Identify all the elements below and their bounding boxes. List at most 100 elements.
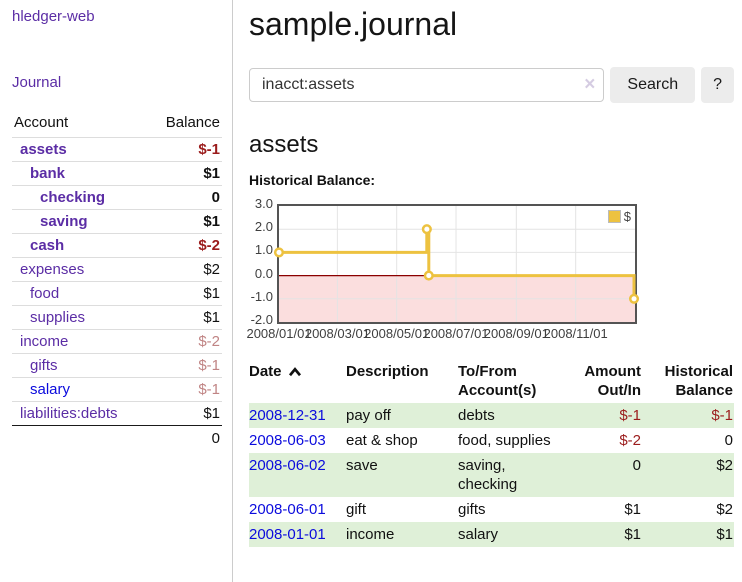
- transaction-balance: $2: [716, 501, 733, 518]
- sort-up-icon: [288, 366, 301, 376]
- sidebar-account-balance: $2: [147, 257, 222, 282]
- sidebar-account-row: cash $-2: [12, 233, 222, 258]
- transaction-amount: $-1: [562, 403, 642, 428]
- sidebar-account-link[interactable]: food: [30, 285, 60, 302]
- sidebar-account-balance: $1: [147, 209, 222, 234]
- accounts-header-account: Account: [12, 111, 148, 138]
- sidebar-account-link[interactable]: expenses: [20, 261, 85, 278]
- help-button[interactable]: ?: [701, 67, 734, 103]
- sidebar-account-row: gifts $-1: [12, 353, 222, 378]
- plot-area: $: [273, 204, 640, 324]
- transaction-date-link[interactable]: 2008-01-01: [249, 526, 326, 543]
- sidebar-account-balance: $-2: [147, 233, 222, 258]
- register-table: Date Description To/From Account(s) Amou…: [249, 359, 734, 547]
- transaction-amount: $1: [624, 501, 641, 518]
- y-axis-tick-label: 2.0: [254, 219, 273, 235]
- accounts-total-row: 0: [12, 426, 222, 451]
- sidebar-account-balance: $-1: [147, 353, 222, 378]
- sidebar-account-balance: $1: [147, 161, 222, 186]
- register-header-accounts: To/From Account(s): [458, 363, 537, 399]
- chart-label: Historical Balance:: [249, 172, 376, 188]
- transaction-date-link[interactable]: 2008-06-01: [249, 501, 326, 518]
- y-axis-tick-label: 3.0: [254, 196, 273, 211]
- sidebar-account-row: salary $-1: [12, 377, 222, 402]
- transaction-date-link[interactable]: 2008-12-31: [249, 407, 326, 424]
- register-row: 2008-12-31 pay off debts $-1 $-1: [249, 403, 734, 428]
- y-axis-tick-label: -1.0: [250, 288, 273, 304]
- sidebar-account-row: bank $1: [12, 161, 222, 186]
- sidebar-account-link[interactable]: liabilities:debts: [20, 405, 118, 422]
- sidebar-accounts-table: Account Balance assets $-1 bank $1 checking 0…: [12, 111, 222, 450]
- accounts-header-balance: Balance: [147, 111, 222, 138]
- register-row: 2008-01-01 income salary $1 $1: [249, 522, 734, 547]
- sidebar-account-link[interactable]: salary: [30, 381, 71, 398]
- transaction-amount: 0: [562, 453, 642, 497]
- legend-label: $: [623, 209, 631, 224]
- app-brand-link[interactable]: hledger-web: [12, 8, 95, 25]
- transaction-description: save: [346, 453, 458, 497]
- register-header-row: Date Description To/From Account(s) Amou…: [249, 359, 734, 403]
- sidebar-account-link[interactable]: bank: [30, 165, 66, 182]
- x-axis-tick-label: 2008/09/01: [483, 326, 549, 341]
- sidebar-account-row: income $-2: [12, 329, 222, 354]
- y-axis-tick-label: -2.0: [250, 312, 273, 327]
- sidebar-account-row: saving $1: [12, 209, 222, 234]
- sidebar-account-link[interactable]: gifts: [30, 357, 58, 374]
- sidebar-account-balance: $1: [147, 401, 222, 426]
- transaction-date-link[interactable]: 2008-06-03: [249, 432, 326, 449]
- sidebar-account-row: supplies $1: [12, 305, 222, 330]
- search-input[interactable]: [249, 68, 605, 102]
- register-row: 2008-06-02 save saving, checking 0 $2: [249, 453, 734, 497]
- search-form: × Search ?: [249, 67, 734, 103]
- register-header-amount: Amount Out/In: [584, 363, 641, 399]
- sidebar-account-balance: $1: [147, 305, 222, 330]
- main-content: sample.journal × Search ? assets Histori…: [233, 0, 742, 582]
- clear-search-icon[interactable]: ×: [584, 74, 596, 95]
- transaction-balance: $-1: [642, 403, 734, 428]
- transaction-amount: $-2: [619, 432, 641, 449]
- sidebar-item-journal[interactable]: Journal: [12, 74, 62, 91]
- historical-balance-chart: 3.0 2.0 1.0 0.0 -1.0 -2.0 $ 2008/01/01 2008/03…: [246, 191, 734, 343]
- sidebar-account-balance: 0: [147, 185, 222, 210]
- sidebar-account-row: expenses $2: [12, 257, 222, 282]
- search-input-wrap: ×: [249, 68, 605, 102]
- transaction-amount: $1: [562, 522, 642, 547]
- x-axis-tick-label: 2008/05/01: [364, 326, 430, 341]
- transaction-date-link[interactable]: 2008-06-02: [249, 457, 326, 474]
- sidebar-account-link[interactable]: cash: [30, 237, 65, 254]
- data-point-marker: [421, 224, 432, 235]
- sidebar-account-link[interactable]: saving: [40, 213, 88, 230]
- x-axis-tick-label: 2008/01/01: [246, 326, 312, 341]
- register-header-date[interactable]: Date: [249, 359, 346, 403]
- sidebar-account-row: food $1: [12, 281, 222, 306]
- sidebar-account-row: checking 0: [12, 185, 222, 210]
- register-header-balance: Historical Balance: [664, 363, 733, 399]
- sidebar-account-link[interactable]: supplies: [30, 309, 86, 326]
- chart-canvas: [273, 206, 640, 322]
- sidebar-account-balance: $-1: [147, 377, 222, 402]
- data-point-marker: [273, 247, 285, 258]
- transaction-description: income: [346, 522, 458, 547]
- search-button[interactable]: Search: [610, 67, 696, 103]
- chart-legend: $: [606, 209, 632, 224]
- sidebar-account-link[interactable]: assets: [20, 141, 67, 158]
- transaction-accounts: food, supplies: [458, 432, 551, 449]
- register-row: 2008-06-03 eat & shop food, supplies $-2 0: [249, 428, 734, 453]
- sidebar-account-link[interactable]: income: [20, 333, 69, 350]
- sidebar-account-link[interactable]: checking: [40, 189, 106, 206]
- transaction-balance: $2: [642, 453, 734, 497]
- data-point-marker: [628, 293, 640, 304]
- transaction-accounts: gifts: [458, 501, 486, 518]
- sidebar: hledger-web Journal Account Balance asse…: [0, 0, 233, 582]
- transaction-balance: $1: [642, 522, 734, 547]
- x-axis-tick-label: 2008/11/01: [543, 326, 608, 341]
- transaction-accounts: salary: [458, 522, 562, 547]
- page-title: sample.journal: [249, 6, 458, 42]
- legend-swatch: [607, 210, 621, 223]
- sidebar-account-row: liabilities:debts $1: [12, 401, 222, 426]
- register-row: 2008-06-01 gift gifts $1 $2: [249, 497, 734, 522]
- sidebar-account-row: assets $-1: [12, 137, 222, 162]
- sidebar-account-balance: $-2: [147, 329, 222, 354]
- register-header-description: Description: [346, 363, 429, 380]
- transaction-balance: 0: [724, 432, 733, 449]
